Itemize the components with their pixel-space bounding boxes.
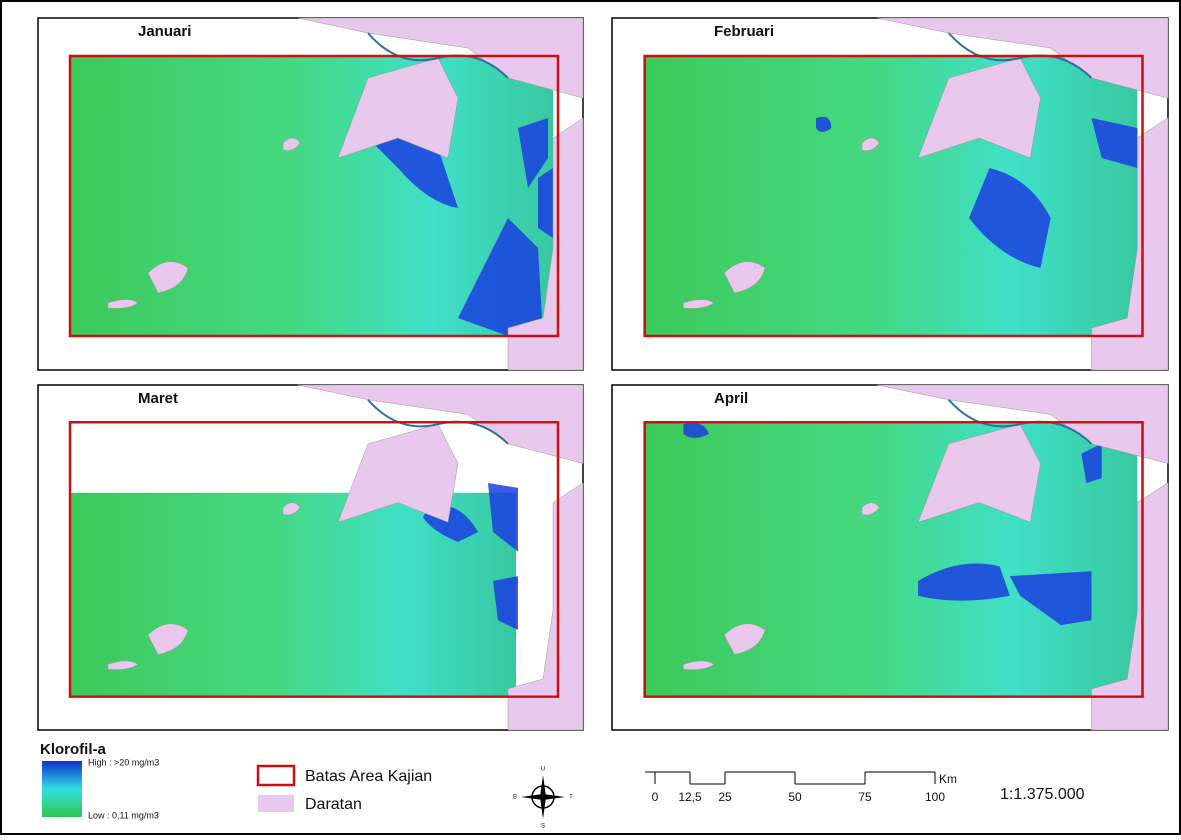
map-body <box>645 18 1168 370</box>
panel-title: April <box>714 390 748 407</box>
legend-title: Klorofil-a <box>40 741 106 758</box>
panel-title: Februari <box>714 23 774 40</box>
boundary-swatch <box>258 766 294 785</box>
legend-high: High : >20 mg/m3 <box>88 757 159 767</box>
compass-north: U <box>541 767 545 773</box>
legend-land: Daratan <box>305 796 362 813</box>
land-swatch <box>258 795 294 812</box>
compass-east: T <box>569 795 573 801</box>
scale-label: 75 <box>858 790 872 804</box>
panel-title: Maret <box>138 390 178 407</box>
map-body <box>645 385 1168 730</box>
high-chlorophyll <box>538 168 553 238</box>
map-panel: Januari <box>38 18 583 370</box>
scale-label: 25 <box>718 790 732 804</box>
map-body <box>70 18 583 370</box>
chlorophyll-ramp <box>42 761 82 817</box>
map-panel: Februari <box>612 18 1168 370</box>
scale-label: 50 <box>788 790 802 804</box>
legend-low: Low : 0,11 mg/m3 <box>88 810 159 820</box>
scale-ratio: 1:1.375.000 <box>1000 786 1085 803</box>
scale-unit: Km <box>939 772 957 786</box>
sea <box>645 422 1138 696</box>
compass-west: B <box>513 795 517 801</box>
map-figure: Januari Februari Maret April Klorofil-a Hig… <box>0 0 1181 835</box>
sea <box>645 56 1138 336</box>
legend-boundary: Batas Area Kajian <box>305 768 432 785</box>
map-panel: Maret <box>38 385 583 730</box>
scale-label: 100 <box>925 790 945 804</box>
map-panel: April <box>612 385 1168 730</box>
compass-south: S <box>541 824 545 830</box>
panel-title: Januari <box>138 23 191 40</box>
scale-label: 0 <box>652 790 659 804</box>
scale-label: 12,5 <box>678 790 702 804</box>
